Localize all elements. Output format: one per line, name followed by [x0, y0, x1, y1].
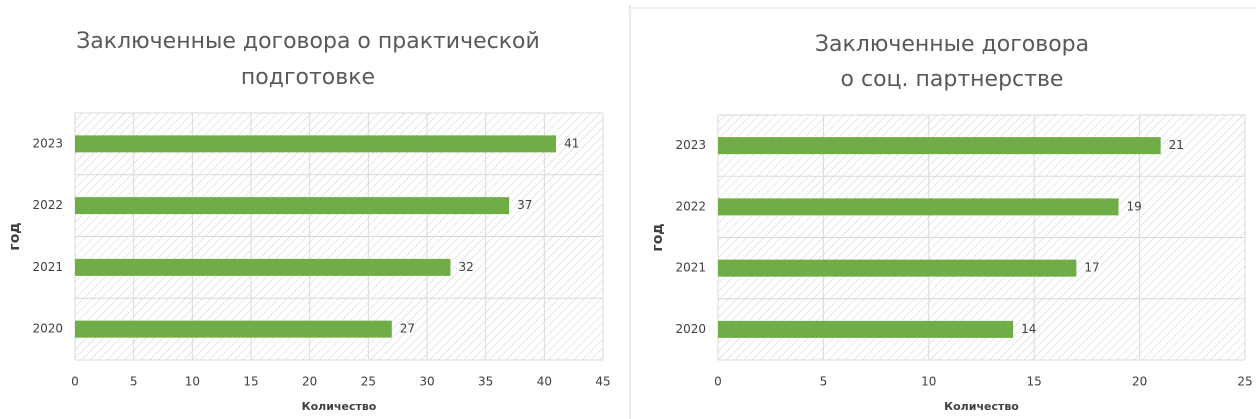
data-label: 41 — [564, 136, 579, 150]
x-tick-label: 0 — [714, 375, 722, 389]
y-tick-label: 2020 — [32, 322, 63, 336]
bar — [718, 320, 1014, 338]
data-label: 37 — [517, 198, 532, 212]
y-axis-label: год — [650, 223, 666, 251]
x-tick-label: 25 — [361, 375, 376, 389]
x-tick-label: 5 — [130, 375, 138, 389]
y-tick-label: 2021 — [32, 260, 63, 274]
x-tick-label: 40 — [537, 375, 552, 389]
data-label: 21 — [1169, 138, 1184, 152]
chart-title: Заключенные договора о практической — [76, 29, 540, 54]
x-tick-label: 45 — [595, 375, 610, 389]
y-tick-label: 2022 — [675, 199, 706, 213]
x-tick-label: 20 — [302, 375, 317, 389]
y-tick-label: 2023 — [32, 136, 63, 150]
x-tick-label: 5 — [820, 375, 828, 389]
bar — [75, 135, 557, 153]
bar — [718, 259, 1077, 277]
x-tick-label: 25 — [1237, 375, 1252, 389]
data-label: 14 — [1021, 322, 1036, 336]
bar — [75, 258, 451, 276]
x-tick-label: 15 — [243, 375, 258, 389]
x-tick-label: 0 — [71, 375, 79, 389]
x-tick-label: 30 — [419, 375, 434, 389]
data-label: 27 — [400, 322, 415, 336]
bar — [718, 137, 1161, 155]
bar — [718, 198, 1119, 216]
bar — [75, 197, 510, 215]
bar — [75, 320, 392, 338]
x-tick-label: 35 — [478, 375, 493, 389]
chart-title: подготовке — [241, 65, 375, 90]
x-axis-label: Количество — [944, 400, 1019, 413]
x-tick-label: 10 — [921, 375, 936, 389]
x-tick-label: 15 — [1027, 375, 1042, 389]
data-label: 17 — [1084, 261, 1099, 275]
x-axis-label: Количество — [302, 400, 377, 413]
y-tick-label: 2022 — [32, 198, 63, 212]
chart-title: о соц. партнерстве — [841, 67, 1064, 92]
chart-title: Заключенные договора — [815, 32, 1089, 57]
x-tick-label: 20 — [1132, 375, 1147, 389]
y-tick-label: 2021 — [675, 261, 706, 275]
y-axis-label: год — [7, 222, 23, 250]
y-tick-label: 2023 — [675, 138, 706, 152]
data-label: 19 — [1127, 199, 1142, 213]
y-tick-label: 2020 — [675, 322, 706, 336]
x-tick-label: 10 — [185, 375, 200, 389]
data-label: 32 — [458, 260, 473, 274]
